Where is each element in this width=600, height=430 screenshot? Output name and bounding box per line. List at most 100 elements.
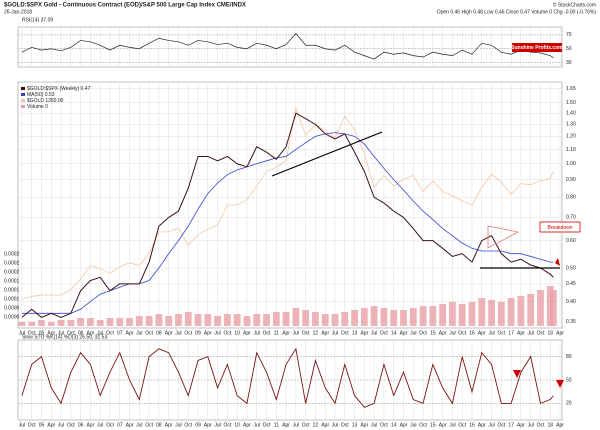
x-tick-label: Jul — [293, 330, 299, 336]
x-tick-label: Apr — [517, 422, 525, 428]
x-tick-label: Jul — [371, 330, 377, 336]
x-tick-label: Apr — [321, 422, 329, 428]
volume-axis-label: 0.0000 — [4, 305, 20, 311]
x-tick-label: Oct — [419, 330, 427, 336]
legend-swatch — [21, 93, 25, 96]
x-tick-label: 08 — [156, 330, 162, 336]
x-tick-label: Jul — [214, 330, 220, 336]
x-tick-label: Jul — [449, 422, 455, 428]
rsi-panel — [17, 26, 563, 68]
x-tick-label: Oct — [67, 330, 75, 336]
x-tick-label: 10 — [234, 422, 240, 428]
x-tick-label: Apr — [282, 422, 290, 428]
y-tick-label: 50 — [566, 46, 572, 52]
legend-swatch — [21, 87, 25, 90]
stoch-line — [21, 347, 554, 408]
x-tick-label: Apr — [478, 422, 486, 428]
y-tick-label: 50 — [566, 377, 572, 383]
x-tick-label: Apr — [400, 422, 408, 428]
y-tick-label: 0.80 — [566, 195, 576, 201]
x-tick-label: Apr — [204, 422, 212, 428]
volume-axis-label: 0.0001 — [4, 278, 20, 284]
x-tick-label: 14 — [391, 422, 397, 428]
x-tick-label: 09 — [195, 330, 201, 336]
x-tick-label: Oct — [184, 422, 192, 428]
x-tick-label: Oct — [223, 422, 231, 428]
x-tick-label: Jul — [58, 330, 64, 336]
y-tick-label: 1.40 — [566, 111, 576, 117]
x-tick-label: Jul — [332, 422, 338, 428]
x-tick-label: Apr — [439, 330, 447, 336]
x-tick-label: 09 — [195, 422, 201, 428]
x-tick-label: Apr — [87, 330, 95, 336]
x-tick-label: Jul — [527, 422, 533, 428]
legend-label: $GOLD 1350.00 — [27, 98, 64, 104]
stoch-label: Slow STO %K(14) %D(3) 26.50, 32.53 — [22, 334, 107, 340]
x-tick-label: Jul — [175, 330, 181, 336]
y-tick-label: 1.20 — [566, 134, 576, 140]
volume-bar — [204, 314, 212, 326]
y-tick-label: 0.40 — [566, 299, 576, 305]
x-tick-label: Jul — [371, 422, 377, 428]
volume-bar — [517, 296, 525, 326]
x-tick-label: Jul — [254, 422, 260, 428]
volume-bar — [458, 304, 466, 326]
copyright: © StockCharts.com — [553, 1, 596, 8]
chart-date: 26-Jan-2018 — [4, 9, 32, 15]
volume-axis-label: 0.0002 — [4, 260, 20, 266]
x-tick-label: Jul — [527, 330, 533, 336]
x-tick-label: Oct — [537, 422, 545, 428]
volume-bar — [96, 320, 104, 326]
plot-area: JulJulOctOct0505AprAprJulJulOctOct0606Ap… — [4, 28, 576, 428]
x-tick-label: Apr — [47, 330, 55, 336]
x-tick-label: Oct — [145, 330, 153, 336]
y-tick-label: 0.60 — [566, 238, 576, 244]
y-tick-label: 0.70 — [566, 215, 576, 221]
x-tick-label: Jul — [58, 422, 64, 428]
volume-bar — [488, 300, 495, 326]
x-tick-label: 16 — [469, 330, 475, 336]
x-tick-label: Oct — [106, 422, 114, 428]
volume-bar — [527, 294, 535, 326]
volume-bar — [135, 316, 143, 326]
chart-title: $GOLD:$SPX Gold - Continuous Contract (E… — [4, 3, 246, 9]
x-tick-label: Apr — [321, 330, 329, 336]
x-tick-label: Oct — [302, 422, 310, 428]
x-tick-label: 13 — [352, 422, 358, 428]
x-tick-label: 05 — [39, 330, 45, 336]
legend-swatch — [21, 99, 25, 102]
volume-bar — [409, 308, 417, 326]
legend-label: $GOLD:$SPX (Weekly) 0.47 — [27, 86, 90, 92]
x-tick-label: Apr — [204, 330, 212, 336]
x-tick-label: Jul — [97, 330, 103, 336]
x-tick-label: Apr — [282, 330, 290, 336]
x-tick-label: Apr — [556, 330, 564, 336]
x-tick-label: 11 — [274, 330, 279, 336]
x-tick-label: 06 — [78, 422, 84, 428]
x-tick-label: 10 — [234, 330, 240, 336]
x-tick-label: Apr — [126, 422, 134, 428]
x-tick-label: Oct — [380, 422, 388, 428]
x-tick-label: Jul — [410, 422, 416, 428]
rsi-label: RSI(14) 37.09 — [22, 17, 53, 23]
x-tick-label: Apr — [478, 330, 486, 336]
arrow — [513, 370, 521, 378]
x-tick-label: Apr — [243, 422, 251, 428]
volume-bar — [57, 320, 65, 326]
y-tick-label: 1.50 — [566, 100, 576, 106]
volume-axis-label: 0.0002 — [4, 251, 20, 257]
volume-bar — [243, 316, 251, 326]
x-tick-label: Jul — [410, 330, 416, 336]
x-tick-label: 06 — [78, 330, 84, 336]
volume-bar — [272, 312, 280, 326]
series-line — [21, 112, 554, 318]
volume-bar — [175, 314, 182, 326]
volume-bar — [497, 302, 505, 326]
volume-bar — [223, 314, 231, 326]
x-tick-label: 11 — [274, 422, 279, 428]
x-tick-label: 07 — [117, 330, 123, 336]
volume-bar — [282, 312, 290, 326]
volume-bar — [67, 320, 75, 326]
x-tick-label: Oct — [263, 422, 271, 428]
